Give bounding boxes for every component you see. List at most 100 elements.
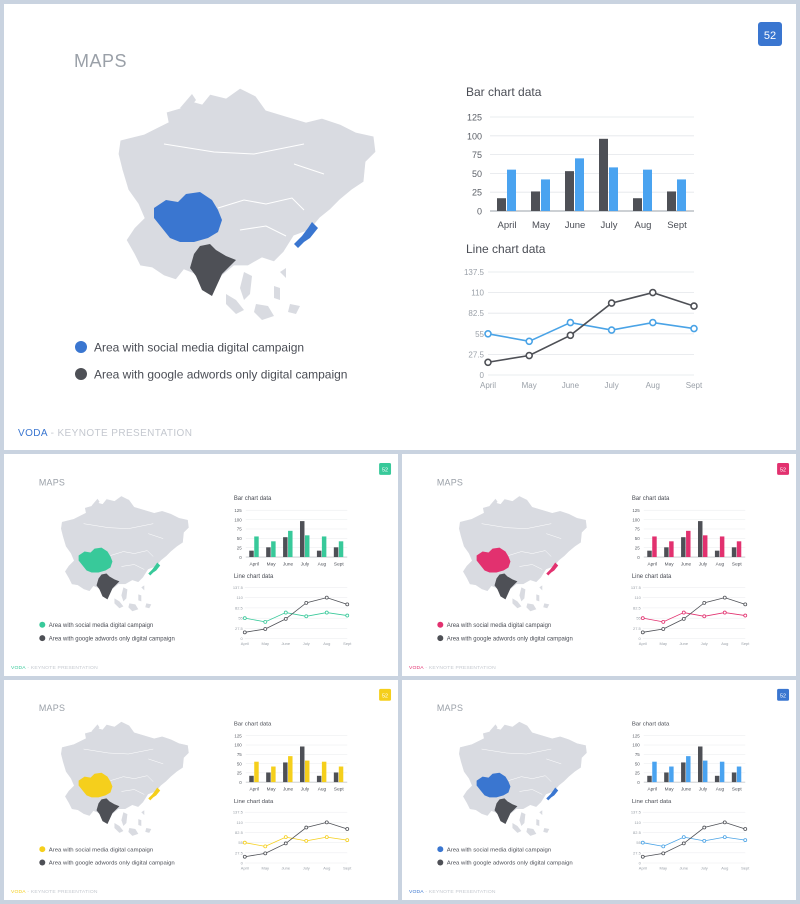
bar-xtick-label: Sept — [732, 787, 742, 792]
bar-ytick-label: 25 — [635, 545, 640, 550]
line-chart: Line chart data 0 27.5 55 82.5 110 137.5 April M… — [233, 799, 352, 871]
line-point-series1-sept — [743, 613, 748, 618]
line-xtick-label: June — [281, 641, 290, 646]
bar-series2-sept — [338, 766, 344, 783]
line-ytick-label: 137.5 — [631, 585, 642, 590]
bar-series1-may — [664, 772, 669, 783]
line-point-series1-aug — [324, 835, 329, 840]
line-series1 — [642, 612, 746, 623]
legend-dot-social — [437, 621, 444, 628]
footer-separator: - — [47, 428, 57, 439]
slide-thumbnail-pink[interactable]: MAPS 52 Area with social media digital cam… — [402, 454, 796, 676]
bar-xtick-label: July — [699, 561, 708, 567]
line-xtick-label: July — [303, 641, 310, 646]
slide-thumbnail-green[interactable]: MAPS 52 Area with social media digital cam… — [4, 454, 398, 676]
legend-label-social: Area with social media digital campaign — [94, 341, 304, 355]
line-ytick-label: 0 — [480, 371, 485, 380]
page-number-badge — [758, 22, 782, 46]
map-island — [280, 268, 286, 278]
bar-series1-may — [531, 191, 540, 211]
asia-map — [117, 87, 377, 320]
highlight-region-social — [476, 772, 511, 798]
slide-thumbnail-yellow[interactable]: MAPS 52 Area with social media digital cam… — [4, 680, 398, 900]
line-ytick-label: 27.5 — [633, 626, 642, 631]
map-borders — [83, 748, 164, 795]
bar-series2-july — [304, 760, 310, 783]
bar-series1-april — [249, 550, 254, 558]
bar-chart: Bar chart data 0 25 50 75 100 125 April May June J… — [234, 721, 348, 792]
line-ytick-label: 82.5 — [468, 309, 484, 318]
line-point-series2-aug — [324, 820, 329, 825]
line-xtick-label: June — [679, 865, 688, 870]
map-island — [288, 304, 300, 314]
bar-series2-june — [575, 158, 584, 211]
line-xtick-label: July — [701, 865, 708, 870]
line-chart-title: Line chart data — [466, 242, 546, 256]
line-point-series2-july — [304, 825, 309, 830]
highlight-region-social — [476, 547, 511, 573]
map-legend: Area with social media digital campaign A… — [437, 621, 573, 642]
bar-ytick-label: 100 — [234, 743, 242, 748]
line-ytick-label: 55 — [636, 616, 641, 621]
line-xtick-label: Sept — [686, 381, 703, 390]
highlight-region-social — [78, 772, 113, 798]
asia-map — [60, 495, 190, 612]
line-ytick-label: 0 — [241, 636, 244, 641]
line-point-series1-april — [640, 616, 645, 621]
bar-ytick-label: 0 — [477, 207, 482, 217]
bar-series2-aug — [321, 761, 327, 783]
bar-ytick-label: 75 — [237, 527, 242, 532]
line-ytick-label: 137.5 — [233, 810, 244, 815]
line-xtick-label: July — [701, 641, 708, 646]
line-point-series1-july — [304, 614, 309, 619]
line-ytick-label: 0 — [241, 861, 244, 866]
line-ytick-label: 55 — [475, 330, 484, 339]
line-point-series1-may — [661, 619, 666, 624]
bar-xtick-label: June — [283, 561, 294, 567]
footer-text: VODA - KEYNOTE PRESENTATION — [11, 889, 98, 895]
highlight-region-adwords — [494, 573, 518, 600]
line-xtick-label: Aug — [721, 641, 728, 646]
line-point-series1-june — [283, 835, 288, 840]
bar-ytick-label: 125 — [234, 733, 242, 738]
bar-xtick-label: Sept — [334, 787, 344, 792]
bar-ytick-label: 100 — [632, 743, 640, 748]
legend-dot-adwords — [75, 368, 87, 380]
map-island — [536, 594, 540, 602]
legend-label-adwords: Area with google adwords only digital ca… — [49, 861, 175, 867]
slide-main[interactable]: MAPS 52 Area with social media digital cam… — [4, 4, 796, 450]
map-island — [128, 827, 139, 836]
bar-series2-sept — [338, 541, 344, 558]
bar-chart-title: Bar chart data — [234, 721, 272, 727]
line-ytick-label: 137.5 — [631, 810, 642, 815]
page-number-badge — [379, 462, 392, 475]
bar-series2-aug — [321, 536, 327, 558]
footer-subtitle: KEYNOTE PRESENTATION — [429, 665, 496, 671]
line-point-series2-aug — [722, 820, 727, 825]
map-peninsula — [121, 812, 128, 827]
line-xtick-label: Aug — [721, 865, 728, 870]
bar-xtick-label: Aug — [318, 787, 327, 792]
line-ytick-label: 55 — [636, 840, 641, 845]
highlight-region-japan — [148, 787, 161, 801]
bar-chart-title: Bar chart data — [632, 496, 670, 502]
bar-series1-aug — [633, 198, 642, 211]
bar-chart-title: Bar chart data — [632, 721, 670, 727]
line-ytick-label: 55 — [238, 616, 243, 621]
line-xtick-label: July — [303, 865, 310, 870]
footer-subtitle: KEYNOTE PRESENTATION — [31, 889, 98, 895]
bar-xtick-label: July — [699, 787, 708, 792]
bar-xtick-label: July — [601, 220, 618, 231]
line-point-series2-may — [661, 627, 666, 631]
line-point-series2-april — [640, 854, 645, 859]
bar-series1-sept — [333, 547, 339, 558]
line-point-series1-sept — [743, 838, 748, 842]
bar-series2-aug — [643, 169, 652, 211]
line-point-series2-aug — [324, 595, 329, 600]
map-island — [539, 585, 543, 591]
bar-series2-june — [288, 530, 293, 558]
bar-ytick-label: 75 — [472, 150, 482, 160]
slide-thumbnail-blue[interactable]: MAPS 52 Area with social media digital cam… — [402, 680, 796, 900]
map-borders — [481, 523, 562, 570]
bar-series2-aug — [719, 536, 725, 558]
